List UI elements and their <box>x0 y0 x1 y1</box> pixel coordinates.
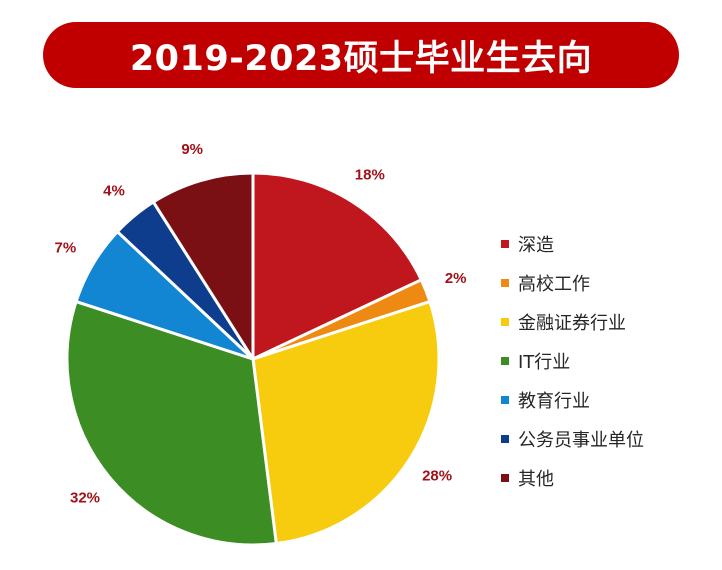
legend-item-1: 高校工作 <box>501 263 644 302</box>
legend-swatch <box>501 395 509 404</box>
legend-label: 深造 <box>518 234 554 256</box>
legend-item-0: 深造 <box>501 224 644 263</box>
legend-label: 高校工作 <box>518 273 590 295</box>
title-banner: 2019-2023硕士毕业生去向 <box>43 22 679 88</box>
legend-swatch <box>501 434 509 443</box>
legend-item-6: 其他 <box>501 458 644 497</box>
legend-swatch <box>501 278 509 287</box>
legend-item-2: 金融证券行业 <box>501 302 644 341</box>
chart-title: 2019-2023硕士毕业生去向 <box>129 38 593 79</box>
pie-slice-2 <box>251 300 441 546</box>
data-label-6: 9% <box>181 141 203 158</box>
data-label-2: 28% <box>422 467 452 484</box>
pie-slice-3 <box>65 300 278 547</box>
pie-slice-6 <box>151 171 255 361</box>
legend: 深造高校工作金融证券行业 IT行业教育行业公务员事业单位 其他 <box>501 224 644 497</box>
pie-slice-0 <box>251 171 423 361</box>
legend-item-4: 教育行业 <box>501 380 644 419</box>
data-label-1: 2% <box>445 270 467 287</box>
legend-item-3: IT行业 <box>501 341 644 380</box>
legend-swatch <box>501 356 509 365</box>
legend-item-5: 公务员事业单位 <box>501 419 644 458</box>
data-label-4: 7% <box>55 240 77 257</box>
legend-label: 教育行业 <box>518 390 590 412</box>
legend-label: IT行业 <box>518 351 571 373</box>
data-label-5: 4% <box>103 183 125 200</box>
data-label-3: 32% <box>70 490 100 507</box>
pie-data-labels: 18% 2% 28% 32% 7% 4% 9% <box>55 141 467 506</box>
pie-slices <box>65 171 441 547</box>
data-label-0: 18% <box>355 166 385 183</box>
legend-label: 公务员事业单位 <box>518 429 644 451</box>
legend-label: 金融证券行业 <box>518 312 626 334</box>
legend-swatch <box>501 473 509 482</box>
legend-swatch <box>501 317 509 326</box>
legend-label: 其他 <box>518 468 554 490</box>
legend-swatch <box>501 239 509 248</box>
